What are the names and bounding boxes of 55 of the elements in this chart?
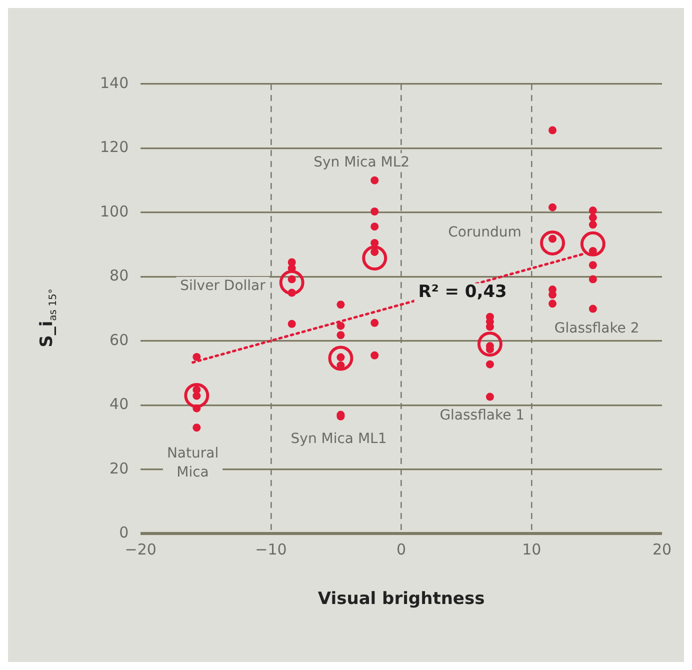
point bbox=[588, 261, 597, 270]
annotation: Glassflake 1 bbox=[440, 408, 525, 424]
point bbox=[328, 346, 354, 371]
point bbox=[370, 351, 379, 360]
x-tick-label: 10 bbox=[522, 540, 542, 558]
annotation: Syn Mica ML1 bbox=[290, 431, 387, 448]
annotation: Corundum bbox=[448, 224, 522, 240]
point bbox=[184, 383, 210, 408]
point bbox=[370, 222, 379, 231]
point bbox=[370, 238, 379, 247]
point bbox=[588, 214, 597, 222]
point bbox=[336, 300, 345, 309]
point bbox=[192, 424, 201, 432]
point bbox=[362, 246, 388, 271]
annotation: Glassflake 2 bbox=[554, 320, 640, 337]
point bbox=[486, 392, 494, 401]
point bbox=[336, 331, 345, 340]
point bbox=[192, 352, 201, 361]
point bbox=[486, 360, 494, 368]
y-tick-label: 40 bbox=[110, 395, 129, 414]
y-tick-label: 60 bbox=[110, 330, 129, 349]
point bbox=[370, 176, 379, 184]
point bbox=[540, 230, 566, 256]
y-tick-label: 100 bbox=[100, 202, 129, 220]
x-tick-label: 0 bbox=[396, 540, 406, 558]
x-tick-label: 20 bbox=[652, 540, 672, 558]
point bbox=[548, 126, 557, 134]
point bbox=[588, 275, 597, 284]
point bbox=[588, 304, 597, 313]
point bbox=[288, 288, 296, 297]
point bbox=[580, 231, 606, 256]
y-tick-label: 0 bbox=[119, 523, 129, 542]
annotation: Syn Mica ML2 bbox=[314, 154, 410, 170]
y-tick-label: 80 bbox=[110, 266, 129, 285]
x-tick-label: −20 bbox=[124, 540, 156, 558]
point bbox=[588, 220, 597, 229]
annotation: Silver Dollar bbox=[180, 278, 266, 294]
point bbox=[588, 206, 597, 215]
point bbox=[477, 332, 502, 357]
point bbox=[279, 270, 304, 295]
y-tick-label: 20 bbox=[110, 459, 129, 478]
point bbox=[370, 318, 379, 327]
x-axis-title: Visual brightness bbox=[318, 589, 485, 610]
x-tick-label: −10 bbox=[255, 540, 287, 558]
y-tick-label: 140 bbox=[100, 74, 129, 92]
annotation: Natural Mica bbox=[166, 446, 219, 481]
point bbox=[192, 404, 201, 412]
point bbox=[288, 320, 296, 328]
point bbox=[336, 322, 345, 330]
point bbox=[548, 203, 557, 212]
point bbox=[370, 248, 379, 256]
point bbox=[370, 207, 379, 216]
annotation: R² = 0,43 bbox=[418, 282, 507, 302]
y-tick-label: 120 bbox=[100, 138, 129, 156]
point bbox=[548, 300, 557, 308]
